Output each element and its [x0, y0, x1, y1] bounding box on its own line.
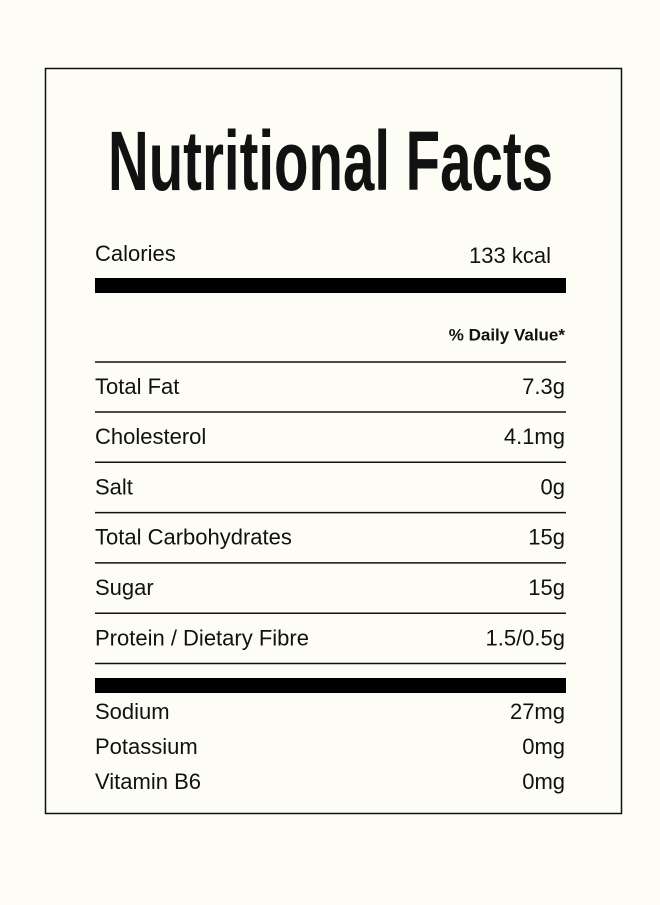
row-value: 15g — [528, 575, 565, 600]
mineral-label: Potassium — [95, 734, 198, 759]
label-border — [44, 67, 623, 815]
mineral-label: Vitamin B6 — [95, 769, 201, 794]
daily-value-header: % Daily Value* — [449, 325, 566, 344]
mineral-value: 0mg — [522, 769, 565, 794]
calories-value: 133 kcal — [469, 243, 551, 268]
row-value: 1.5/0.5g — [485, 625, 565, 650]
row-label: Protein / Dietary Fibre — [95, 625, 309, 650]
row-label: Cholesterol — [95, 424, 206, 449]
mineral-value: 27mg — [510, 699, 565, 724]
row-value: 4.1mg — [504, 424, 565, 449]
row-value: 15g — [528, 525, 565, 550]
thick-divider — [95, 678, 566, 693]
row-value: 7.3g — [522, 374, 565, 399]
title: Nutritional Facts — [108, 114, 553, 208]
row-label: Sugar — [95, 575, 154, 600]
row-label: Total Carbohydrates — [95, 525, 292, 550]
mineral-value: 0mg — [522, 734, 565, 759]
row-label: Salt — [95, 474, 133, 499]
row-value: 0g — [541, 474, 565, 499]
thick-divider — [95, 278, 566, 293]
row-label: Total Fat — [95, 374, 179, 399]
calories-label: Calories — [95, 241, 176, 266]
mineral-label: Sodium — [95, 699, 170, 724]
